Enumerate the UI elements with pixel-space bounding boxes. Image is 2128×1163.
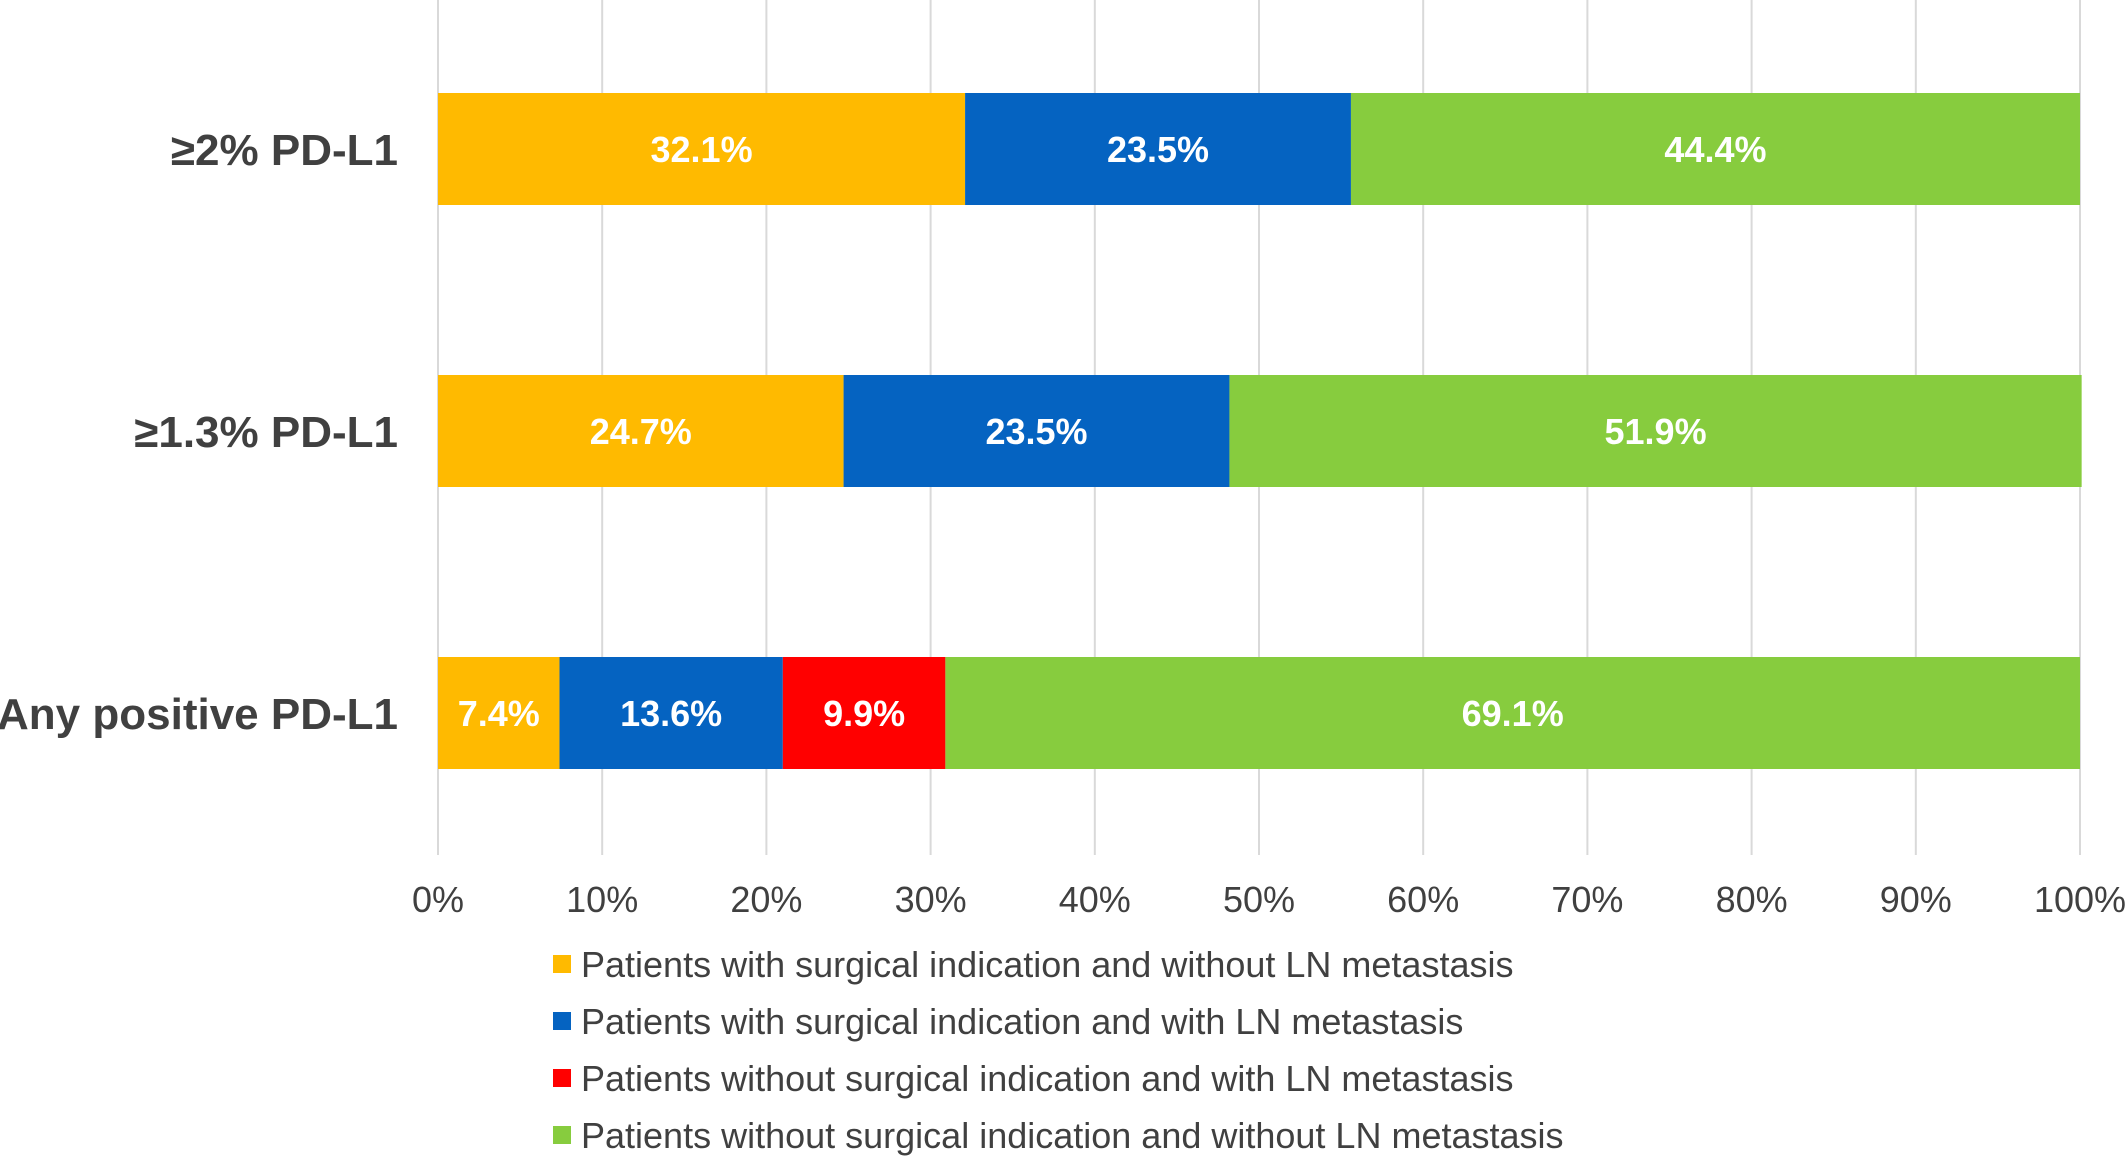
- bar-segment: [559, 657, 783, 769]
- legend-label: Patients without surgical indication and…: [581, 1058, 1513, 1099]
- x-tick-label: 100%: [2034, 879, 2126, 920]
- legend: Patients with surgical indication and wi…: [553, 944, 1564, 1156]
- category-labels: ≥2% PD-L1 ≥1.3% PD-L1 Any positive PD-L1: [0, 126, 398, 739]
- bar-segment: [438, 657, 560, 769]
- bar-segment: [843, 375, 1230, 487]
- x-tick-label: 30%: [895, 879, 967, 920]
- data-label: 51.9%: [1605, 411, 1707, 452]
- bar-segment: [1229, 375, 2082, 487]
- x-tick-label: 40%: [1059, 879, 1131, 920]
- data-label: 32.1%: [651, 129, 753, 170]
- x-tick-label: 10%: [566, 879, 638, 920]
- legend-swatch: [553, 1126, 571, 1144]
- data-label: 23.5%: [985, 411, 1087, 452]
- x-tick-label: 80%: [1716, 879, 1788, 920]
- category-label: ≥2% PD-L1: [171, 126, 398, 175]
- data-label: 9.9%: [823, 693, 905, 734]
- legend-swatch: [553, 955, 571, 973]
- category-label: Any positive PD-L1: [0, 690, 398, 739]
- x-tick-label: 60%: [1387, 879, 1459, 920]
- x-tick-label: 20%: [730, 879, 802, 920]
- x-axis-tick-labels: 0% 10% 20% 30% 40% 50% 60% 70% 80% 90% 100%: [412, 879, 2126, 920]
- data-label: 7.4%: [458, 693, 540, 734]
- bars: [438, 93, 2082, 769]
- data-label: 23.5%: [1107, 129, 1209, 170]
- data-label: 24.7%: [590, 411, 692, 452]
- legend-swatch: [553, 1012, 571, 1030]
- data-label: 44.4%: [1664, 129, 1766, 170]
- legend-label: Patients with surgical indication and wi…: [581, 1001, 1463, 1042]
- legend-swatch: [553, 1069, 571, 1087]
- legend-label: Patients without surgical indication and…: [581, 1115, 1564, 1156]
- legend-label: Patients with surgical indication and wi…: [581, 944, 1513, 985]
- bar-segment: [782, 657, 946, 769]
- bar-segment: [438, 93, 966, 205]
- x-tick-label: 0%: [412, 879, 464, 920]
- bar-segment: [438, 375, 844, 487]
- data-label: 13.6%: [620, 693, 722, 734]
- category-label: ≥1.3% PD-L1: [134, 408, 398, 457]
- x-tick-label: 70%: [1551, 879, 1623, 920]
- bar-segment: [1350, 93, 2080, 205]
- data-label: 69.1%: [1462, 693, 1564, 734]
- data-labels: 32.1% 23.5% 44.4% 24.7% 23.5% 51.9% 7.4% 13.6% 9…: [458, 129, 1767, 734]
- x-tick-label: 90%: [1880, 879, 1952, 920]
- bar-segment: [965, 93, 1351, 205]
- bar-segment: [945, 657, 2081, 769]
- x-tick-label: 50%: [1223, 879, 1295, 920]
